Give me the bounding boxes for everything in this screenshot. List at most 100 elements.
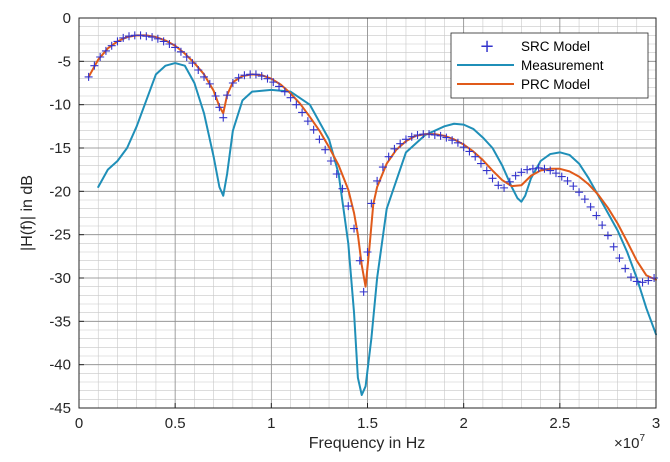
data-point bbox=[523, 165, 532, 174]
data-point bbox=[396, 139, 405, 148]
data-point bbox=[603, 231, 612, 240]
data-point bbox=[609, 242, 618, 251]
data-point bbox=[465, 147, 474, 156]
data-point bbox=[153, 34, 162, 43]
data-point bbox=[326, 157, 335, 165]
data-point bbox=[350, 224, 359, 233]
data-point bbox=[355, 256, 364, 265]
data-point bbox=[113, 37, 122, 46]
y-tick-label: -30 bbox=[49, 270, 71, 287]
data-point bbox=[621, 264, 630, 273]
legend: + SRC Model Measurement PRC Model bbox=[450, 32, 649, 99]
y-tick-label: -15 bbox=[49, 140, 71, 157]
data-point bbox=[215, 103, 224, 112]
series-line-measurement bbox=[97, 62, 657, 396]
x-tick-label: 2.5 bbox=[549, 415, 570, 432]
data-point bbox=[557, 172, 566, 181]
y-tick-label: -5 bbox=[58, 53, 71, 70]
data-point bbox=[505, 177, 514, 186]
data-point bbox=[528, 164, 537, 173]
data-point bbox=[586, 202, 595, 211]
data-point bbox=[500, 183, 509, 192]
data-point bbox=[286, 93, 295, 102]
y-tick-label: -20 bbox=[49, 183, 71, 200]
x-tick-label: 0.5 bbox=[165, 415, 186, 432]
x-tick-label: 1 bbox=[267, 415, 275, 432]
data-point bbox=[482, 166, 491, 175]
data-point bbox=[476, 159, 485, 168]
data-point bbox=[298, 108, 307, 117]
data-point bbox=[488, 174, 497, 183]
series-markers-src-model bbox=[84, 31, 659, 296]
data-point bbox=[292, 100, 301, 109]
data-point bbox=[511, 171, 520, 180]
data-point bbox=[401, 135, 410, 144]
series-layer bbox=[84, 31, 659, 396]
data-point bbox=[275, 82, 284, 91]
data-point bbox=[378, 163, 387, 172]
data-point bbox=[367, 199, 376, 208]
data-point bbox=[200, 72, 209, 81]
data-point bbox=[413, 131, 422, 139]
data-point bbox=[626, 273, 635, 282]
legend-label-measurement: Measurement bbox=[521, 58, 604, 73]
data-point bbox=[390, 144, 399, 153]
data-point bbox=[384, 152, 393, 161]
data-point bbox=[280, 87, 289, 96]
data-point bbox=[632, 277, 641, 286]
data-point bbox=[540, 164, 549, 173]
data-point bbox=[96, 53, 105, 61]
data-point bbox=[119, 33, 128, 42]
data-point bbox=[338, 184, 347, 193]
data-point bbox=[165, 40, 174, 48]
data-point bbox=[171, 43, 180, 52]
data-point bbox=[257, 72, 266, 81]
data-point bbox=[615, 254, 624, 263]
data-point bbox=[188, 59, 197, 68]
x-tick-label: 2 bbox=[459, 415, 467, 432]
data-point bbox=[598, 221, 607, 230]
y-tick-label: 0 bbox=[63, 10, 71, 27]
data-point bbox=[436, 131, 445, 140]
data-point bbox=[644, 276, 653, 285]
x-axis-ticks: 0 0.5 1 1.5 2 2.5 3 bbox=[75, 403, 660, 432]
y-tick-label: -35 bbox=[49, 313, 71, 330]
data-point bbox=[269, 78, 278, 87]
data-point bbox=[425, 130, 434, 139]
data-point bbox=[534, 163, 543, 172]
data-point bbox=[136, 31, 145, 40]
data-point bbox=[303, 117, 312, 126]
data-point bbox=[575, 188, 584, 197]
x-axis-exponent-power: 7 bbox=[639, 433, 645, 444]
y-tick-label: -10 bbox=[49, 97, 71, 114]
data-point bbox=[442, 133, 451, 142]
y-tick-label: -40 bbox=[49, 357, 71, 374]
data-point bbox=[359, 287, 368, 296]
data-point bbox=[638, 278, 647, 287]
data-point bbox=[159, 37, 168, 46]
data-point bbox=[407, 132, 416, 141]
data-point bbox=[223, 91, 232, 100]
data-point bbox=[125, 32, 134, 41]
x-tick-label: 1.5 bbox=[357, 415, 378, 432]
data-point bbox=[563, 176, 572, 185]
data-point bbox=[459, 143, 468, 152]
legend-entry-prc-model: PRC Model bbox=[457, 77, 590, 92]
data-point bbox=[219, 113, 228, 122]
data-point bbox=[453, 138, 462, 147]
legend-marker-plus: + bbox=[479, 36, 494, 57]
x-tick-label: 3 bbox=[652, 415, 660, 432]
data-point bbox=[546, 166, 555, 175]
data-point bbox=[90, 61, 99, 70]
data-point bbox=[211, 92, 220, 100]
data-point bbox=[430, 131, 439, 139]
y-axis-label: |H(f)| in dB bbox=[19, 175, 36, 251]
x-axis-exponent: ×107 bbox=[614, 433, 645, 452]
data-point bbox=[321, 145, 330, 154]
legend-label-src-model: SRC Model bbox=[521, 39, 590, 54]
data-point bbox=[205, 79, 214, 88]
y-tick-label: -25 bbox=[49, 227, 71, 244]
data-point bbox=[142, 32, 151, 41]
data-point bbox=[344, 202, 353, 211]
